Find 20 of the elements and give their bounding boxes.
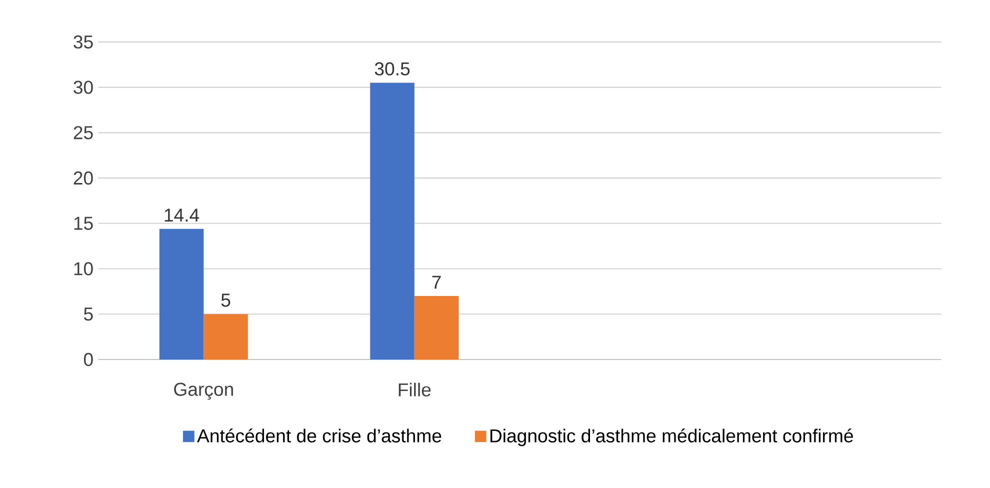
legend-label: Diagnostic d’asthme médicalement confirmé xyxy=(490,428,853,446)
data-label: 7 xyxy=(432,276,441,289)
y-tick-label: 0 xyxy=(84,352,93,366)
y-tick-label: 20 xyxy=(74,171,93,185)
bar xyxy=(204,314,248,360)
data-label: 14.4 xyxy=(164,208,200,222)
x-tick-label: Fille xyxy=(398,382,431,396)
y-tick-label: 30 xyxy=(74,80,93,94)
y-tick-label: 5 xyxy=(84,308,93,321)
y-tick-label: 15 xyxy=(74,216,93,230)
bar xyxy=(370,82,414,360)
data-label: 5 xyxy=(221,294,230,307)
y-tick-label: 25 xyxy=(74,126,93,140)
bar xyxy=(159,228,204,360)
data-label: 30.5 xyxy=(374,62,410,76)
y-tick-label: 10 xyxy=(74,262,93,276)
x-tick-label: Garçon xyxy=(174,382,233,400)
y-tick-label: 35 xyxy=(74,35,93,49)
legend-label: Antécédent de crise d’asthme xyxy=(197,428,442,442)
bar xyxy=(414,296,459,360)
